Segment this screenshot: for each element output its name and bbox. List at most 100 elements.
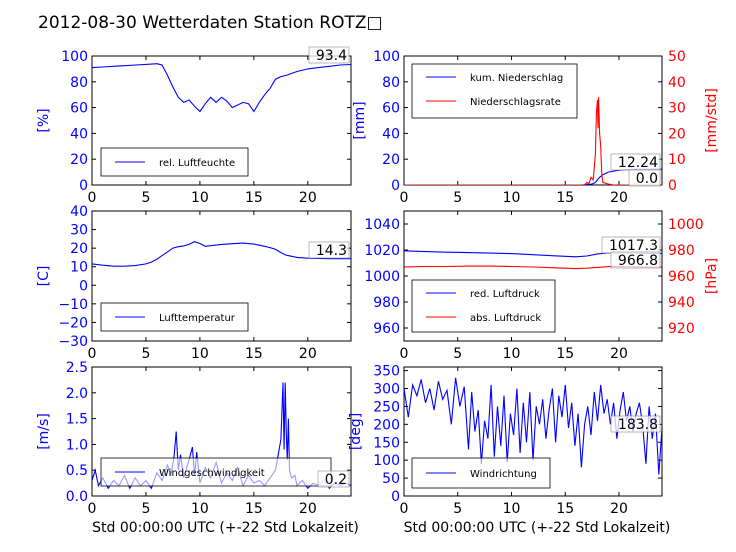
legend-entry: Lufttemperatur (159, 313, 236, 324)
y-tick-label: 0.0 (66, 489, 88, 505)
y-tick-label: 60 (382, 101, 400, 117)
y-tick-label: 1020 (364, 243, 400, 259)
y-right-tick-label: 30 (668, 101, 686, 117)
y-tick-label: 40 (70, 126, 88, 142)
y-right-tick-label: 0 (668, 178, 677, 194)
y-tick-label: −10 (58, 297, 88, 313)
x-tick-label: 20 (299, 190, 317, 206)
series-line (92, 63, 351, 113)
x-tick-label: 20 (610, 190, 628, 206)
y-right-axis-label: [hPa] (704, 258, 720, 294)
y-tick-label: 20 (70, 152, 88, 168)
y-right-tick-label: 1000 (668, 217, 704, 233)
y-tick-label: 980 (373, 295, 400, 311)
y-tick-label: 150 (373, 435, 400, 451)
x-tick-label: 5 (141, 346, 150, 362)
y-tick-label: 200 (373, 417, 400, 433)
y-right-tick-label: 20 (668, 126, 686, 142)
y-tick-label: −20 (58, 315, 88, 331)
x-tick-label: 5 (453, 501, 462, 517)
current-value-box (628, 169, 661, 187)
y-tick-label: 80 (382, 75, 400, 91)
legend-entry: abs. Luftdruck (470, 313, 541, 324)
current-value-label: 12.24 (618, 155, 658, 171)
windspeed-panel: 0 5 10 15 20 0.0 0.5 1.0 1.5 2.0 2.5 [m/s] Std 00:00… (36, 360, 359, 536)
temperature-panel: 0 5 10 15 20 −30 −20 −10 0 10 20 30 40 [C] Lufttempera… (36, 204, 352, 362)
x-tick-label: 20 (610, 501, 628, 517)
x-tick-label: 10 (503, 346, 521, 362)
series-line (92, 241, 351, 267)
y-tick-label: 0 (79, 178, 88, 194)
y-tick-label: 1.5 (66, 412, 88, 428)
legend-box (411, 63, 578, 119)
current-value-label: 14.3 (316, 243, 347, 259)
y-right-tick-label: 960 (668, 269, 695, 285)
x-axis-label: Std 00:00:00 UTC (+-22 Std Lokalzeit) (404, 520, 671, 536)
legend-box (100, 147, 249, 177)
y-tick-label: 80 (70, 75, 88, 91)
y-tick-label: 1000 (364, 269, 400, 285)
y-axis-label: [m/s] (36, 413, 52, 450)
x-tick-label: 5 (453, 190, 462, 206)
current-value-label: 966.8 (618, 253, 658, 269)
current-value-box (308, 241, 350, 259)
y-tick-label: 40 (382, 126, 400, 142)
x-tick-label: 5 (453, 346, 462, 362)
x-tick-label: 10 (503, 190, 521, 206)
y-tick-label: 0 (391, 178, 400, 194)
y-tick-label: 2.0 (66, 386, 88, 402)
y-tick-label: 100 (373, 49, 400, 65)
legend-box (411, 279, 556, 333)
y-tick-label: 1.0 (66, 437, 88, 453)
x-tick-label: 20 (299, 346, 317, 362)
current-value-box (610, 415, 661, 433)
current-value-label: 93.4 (316, 48, 347, 64)
x-tick-label: 15 (556, 501, 574, 517)
y-right-tick-label: 50 (668, 49, 686, 65)
x-tick-label: 20 (299, 501, 317, 517)
y-tick-label: 0 (391, 489, 400, 505)
current-value-box (317, 470, 350, 488)
current-value-label: 0.2 (325, 472, 347, 488)
y-tick-label: 60 (70, 101, 88, 117)
y-right-axis-label: [mm/std] (704, 88, 720, 153)
y-tick-label: 300 (373, 382, 400, 398)
y-tick-label: 960 (373, 321, 400, 337)
x-tick-label: 5 (141, 190, 150, 206)
y-axis-label: [%] (36, 108, 52, 132)
y-tick-label: −30 (58, 334, 88, 350)
y-axis-label: [deg] (348, 413, 364, 450)
y-axis-label: [mm] (352, 101, 368, 139)
y-tick-label: 20 (70, 241, 88, 257)
legend-entry: Niederschlagsrate (470, 97, 561, 108)
y-right-tick-label: 10 (668, 152, 686, 168)
y-tick-label: 1040 (364, 217, 400, 233)
y-axis-label: [C] (36, 266, 52, 287)
legend-entry: red. Luftdruck (470, 289, 540, 300)
y-right-tick-label: 980 (668, 243, 695, 259)
humidity-panel: 0 5 10 15 20 0 20 40 60 80 100 [%] rel. Luftfeuchte 9… (36, 46, 352, 206)
current-value-label: 0.0 (636, 171, 658, 187)
y-tick-label: 0.5 (66, 463, 88, 479)
y-tick-label: 10 (70, 260, 88, 276)
legend-entry: Windgeschwindigkeit (159, 468, 265, 479)
y-tick-label: 350 (373, 364, 400, 380)
y-tick-label: 2.5 (66, 360, 88, 376)
x-tick-label: 20 (610, 346, 628, 362)
x-axis-label: Std 00:00:00 UTC (+-22 Std Lokalzeit) (92, 520, 359, 536)
legend-entry: kum. Niederschlag (470, 73, 563, 84)
y-tick-label: 100 (373, 453, 400, 469)
x-tick-label: 15 (245, 346, 263, 362)
x-tick-label: 10 (191, 501, 209, 517)
x-tick-label: 0 (400, 501, 409, 517)
x-tick-label: 15 (245, 501, 263, 517)
x-tick-label: 0 (400, 190, 409, 206)
x-tick-label: 0 (88, 346, 97, 362)
legend-entry: Windrichtung (470, 469, 537, 480)
series-line (404, 97, 662, 185)
series-line (404, 377, 662, 475)
x-tick-label: 15 (556, 190, 574, 206)
figure-title: 2012-08-30 Wetterdaten Station ROTZ□ (38, 13, 383, 33)
